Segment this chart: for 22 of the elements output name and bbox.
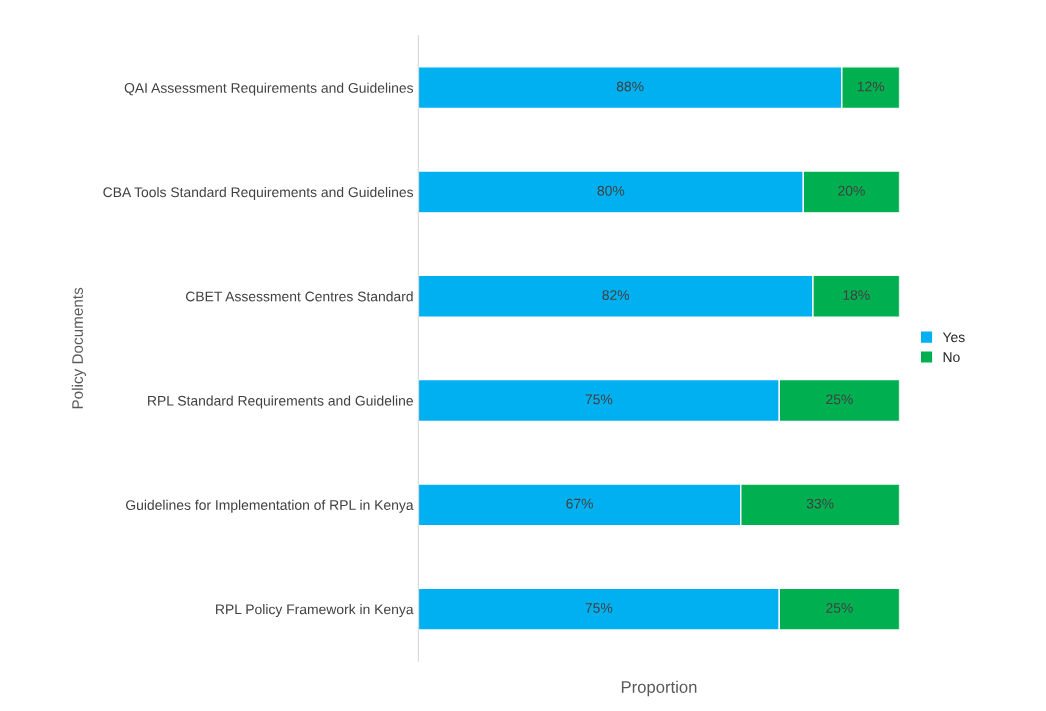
- y-tick-label: Guidelines for Implementation of RPL in Kenya: [126, 499, 414, 513]
- data-label: 25%: [826, 394, 853, 405]
- data-label: 88%: [616, 81, 644, 92]
- y-tick-label: RPL Standard Requirements and Guideline: [148, 395, 413, 409]
- data-label: 75%: [585, 603, 613, 613]
- data-label: 75%: [585, 394, 613, 405]
- data-label: 18%: [843, 290, 870, 300]
- legend-label: Yes: [942, 332, 965, 343]
- data-label: 25%: [826, 602, 853, 613]
- y-tick-label: CBET Assessment Centres Standard: [186, 291, 413, 302]
- y-tick-label: RPL Policy Framework in Kenya: [216, 604, 414, 617]
- legend-label: No: [943, 352, 960, 363]
- data-label: 82%: [602, 290, 630, 300]
- y-tick-label: CBA Tools Standard Requirements and Guidelines: [103, 186, 414, 200]
- y-tick-label: QAI Assessment Requirements and Guidelines: [124, 82, 414, 96]
- data-label: 80%: [597, 185, 625, 196]
- y-axis-title: Policy Documents: [71, 287, 86, 409]
- data-label: 12%: [857, 81, 885, 92]
- data-label: 67%: [566, 498, 593, 509]
- data-label: 20%: [838, 185, 865, 196]
- x-axis-title: Proportion: [621, 680, 697, 697]
- data-label: 33%: [806, 498, 834, 509]
